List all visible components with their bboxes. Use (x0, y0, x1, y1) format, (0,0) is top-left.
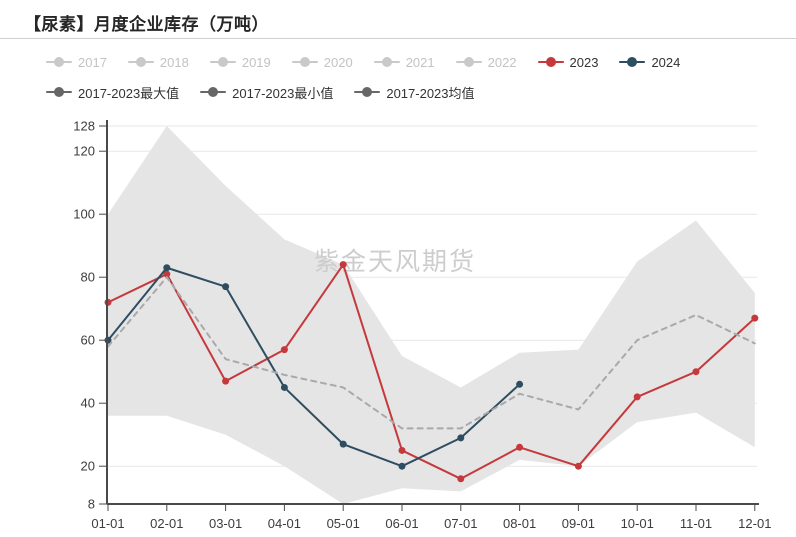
watermark-text: 紫金天风期货 (314, 248, 476, 276)
y-axis-label: 40 (81, 396, 95, 411)
legend-row-years: 2017 2018 2019 2020 2021 2022 2023 2024 (46, 52, 786, 76)
legend-item-2019[interactable]: 2019 (209, 52, 271, 72)
series-2024-point (222, 283, 230, 291)
legend-line-dot-icon (537, 57, 564, 67)
x-axis-label: 08-01 (503, 516, 536, 531)
y-axis-label: 120 (73, 144, 95, 159)
series-2024-point (457, 434, 465, 442)
legend-item-label: 2020 (323, 54, 353, 70)
series-2023-point (398, 446, 406, 454)
legend-line-dot-icon (354, 87, 381, 97)
series-2024-line (107, 266, 521, 468)
x-axis-label: 06-01 (385, 516, 418, 531)
series-2024-point (280, 383, 288, 391)
legend-item-label: 2021 (405, 54, 435, 70)
series-2023-point (163, 270, 171, 278)
legend-line-dot-icon (373, 57, 400, 67)
x-axis-label: 03-01 (209, 516, 242, 531)
series-2023-point (751, 314, 759, 322)
legend-item-2018[interactable]: 2018 (127, 52, 189, 72)
legend-line-dot-icon (209, 57, 236, 67)
y-axis-label: 60 (81, 333, 95, 348)
legend-row-stats: 2017-2023最大值 2017-2023最小值 2017-2023均值 (46, 82, 786, 106)
legend-item-2021[interactable]: 2021 (373, 52, 435, 72)
legend-item-label: 2024 (651, 54, 681, 70)
legend-item-2022[interactable]: 2022 (455, 52, 517, 72)
series-2023-line (107, 263, 756, 480)
legend-line-dot-icon (127, 57, 154, 67)
series-2024-point (339, 440, 347, 448)
y-axis-label: 20 (81, 459, 95, 474)
page-title: 【尿素】月度企业库存（万吨） (24, 15, 269, 34)
legend-line-dot-icon (46, 87, 72, 97)
series-2024-point (398, 462, 406, 470)
legend-item-label: 2017-2023均值 (386, 85, 475, 101)
series-2023-point (222, 377, 230, 385)
x-axis-label: 05-01 (327, 516, 360, 531)
y-axis-label: 128 (73, 119, 95, 134)
x-axis-label: 01-01 (91, 516, 124, 531)
legend-item-2024[interactable]: 2024 (619, 52, 680, 72)
x-axis-label: 02-01 (150, 516, 183, 531)
legend-item-2017-2023最小值[interactable]: 2017-2023最小值 (200, 82, 333, 102)
legend-item-label: 2023 (569, 54, 599, 70)
min-max-band (108, 126, 755, 504)
x-axis-label: 07-01 (444, 516, 477, 531)
legend-item-label: 2022 (487, 54, 517, 70)
x-axis-label: 09-01 (562, 516, 595, 531)
x-axis-label: 11-01 (680, 516, 712, 531)
series-2023-point (339, 261, 347, 269)
x-axis-label: 10-01 (621, 516, 654, 531)
y-axis-label: 100 (73, 207, 95, 222)
legend-item-2017-2023最大值[interactable]: 2017-2023最大值 (46, 82, 179, 102)
y-axis-label: 80 (81, 270, 95, 285)
legend-item-label: 2017-2023最小值 (232, 85, 334, 101)
legend-line-dot-icon (291, 57, 318, 67)
legend-line-dot-icon (46, 57, 72, 67)
legend-line-dot-icon (619, 57, 646, 67)
series-2023-point (633, 393, 641, 401)
series-2017-2023均值-line (107, 276, 756, 430)
series-2024-point (516, 380, 524, 388)
series-2023-point (516, 443, 524, 451)
legend-item-2017-2023均值[interactable]: 2017-2023均值 (354, 82, 475, 102)
series-2023-point (574, 462, 582, 470)
legend-item-2020[interactable]: 2020 (291, 52, 353, 72)
series-2023-point (692, 368, 700, 376)
series-2023-point (280, 346, 288, 354)
legend-line-dot-icon (200, 87, 227, 97)
series-2024-point (163, 264, 171, 272)
legend-item-2017[interactable]: 2017 (46, 52, 107, 72)
legend-item-label: 2018 (159, 54, 189, 70)
legend-item-label: 2017 (78, 54, 107, 70)
x-axis-label: 04-01 (268, 516, 301, 531)
legend-item-label: 2019 (241, 54, 271, 70)
legend-item-label: 2017-2023最大值 (78, 85, 180, 101)
inventory-line-chart: 紫金天风期货 8 20 40 60 80 100 120 128 01-01 02-01 03-01 0… (73, 119, 771, 532)
x-axis-label: 12-01 (738, 516, 771, 531)
legend-line-dot-icon (455, 57, 482, 67)
series-2023-point (457, 475, 465, 483)
title-divider (0, 38, 796, 39)
legend-item-2023[interactable]: 2023 (537, 52, 599, 72)
y-axis-label: 8 (88, 497, 95, 512)
